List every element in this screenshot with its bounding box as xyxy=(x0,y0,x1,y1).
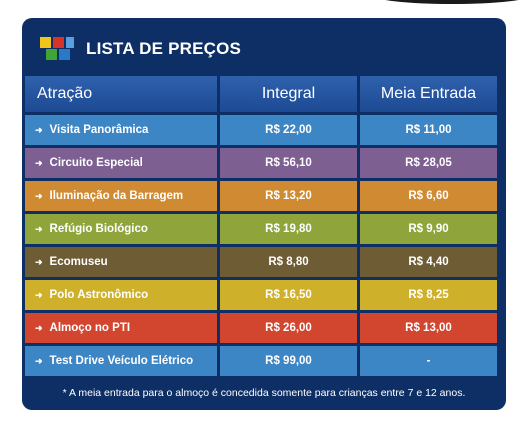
attraction-name: Circuito Especial xyxy=(49,157,143,169)
footnote: * A meia entrada para o almoço é concedi… xyxy=(62,387,466,399)
integral-price-cell: R$ 16,50 xyxy=(220,280,357,310)
attraction-cell: ➜ Test Drive Veículo Elétrico xyxy=(25,346,217,376)
arrow-right-icon: ➜ xyxy=(35,191,43,201)
meia-entrada-price-cell: R$ 11,00 xyxy=(360,115,497,145)
logo-square-red xyxy=(53,37,64,48)
table-row: ➜ Polo Astronômico R$ 16,50 R$ 8,25 xyxy=(25,280,497,310)
table-header-row: Atração Integral Meia Entrada xyxy=(25,76,497,112)
table-row: ➜ Test Drive Veículo Elétrico R$ 99,00- xyxy=(25,346,497,376)
logo-square-yellow xyxy=(40,37,51,48)
table-row: ➜ Refúgio Biológico R$ 19,80 R$ 9,90 xyxy=(25,214,497,244)
logo-square-lightblue xyxy=(66,37,74,48)
table-row: ➜ Iluminação da Barragem R$ 13,20 R$ 6,60 xyxy=(25,181,497,211)
arrow-right-icon: ➜ xyxy=(35,356,43,366)
attraction-name: Polo Astronômico xyxy=(49,289,149,301)
attraction-name: Iluminação da Barragem xyxy=(49,190,184,202)
meia-entrada-price-cell: R$ 4,40 xyxy=(360,247,497,277)
arrow-right-icon: ➜ xyxy=(35,125,43,135)
column-header-meia-entrada: Meia Entrada xyxy=(360,76,497,112)
arrow-right-icon: ➜ xyxy=(35,323,43,333)
table-row: ➜ Visita Panorâmica R$ 22,00 R$ 11,00 xyxy=(25,115,497,145)
attraction-name: Ecomuseu xyxy=(49,256,108,268)
logo-square-blue xyxy=(59,49,70,60)
integral-price-cell: R$ 22,00 xyxy=(220,115,357,145)
attraction-cell: ➜ Polo Astronômico xyxy=(25,280,217,310)
logo-square-green xyxy=(46,49,57,60)
top-decorative-shadow xyxy=(372,0,531,4)
arrow-right-icon: ➜ xyxy=(35,290,43,300)
arrow-right-icon: ➜ xyxy=(35,224,43,234)
colored-squares-logo-icon xyxy=(40,36,76,62)
table-row: ➜ Ecomuseu R$ 8,80 R$ 4,40 xyxy=(25,247,497,277)
table-row: ➜ Circuito Especial R$ 56,10 R$ 28,05 xyxy=(25,148,497,178)
meia-entrada-price-cell: R$ 13,00 xyxy=(360,313,497,343)
meia-entrada-price-cell: R$ 8,25 xyxy=(360,280,497,310)
table-row: ➜ Almoço no PTI R$ 26,00 R$ 13,00 xyxy=(25,313,497,343)
attraction-cell: ➜ Visita Panorâmica xyxy=(25,115,217,145)
integral-price-cell: R$ 99,00 xyxy=(220,346,357,376)
attraction-cell: ➜ Ecomuseu xyxy=(25,247,217,277)
price-list-panel: LISTA DE PREÇOS Atração Integral Meia En… xyxy=(22,18,506,410)
attraction-name: Refúgio Biológico xyxy=(49,223,148,235)
integral-price-cell: R$ 56,10 xyxy=(220,148,357,178)
meia-entrada-price-cell: R$ 9,90 xyxy=(360,214,497,244)
price-table: Atração Integral Meia Entrada ➜ Visita Pa… xyxy=(22,73,500,379)
attraction-name: Test Drive Veículo Elétrico xyxy=(49,355,194,367)
attraction-cell: ➜ Iluminação da Barragem xyxy=(25,181,217,211)
integral-price-cell: R$ 19,80 xyxy=(220,214,357,244)
attraction-cell: ➜ Refúgio Biológico xyxy=(25,214,217,244)
attraction-cell: ➜ Almoço no PTI xyxy=(25,313,217,343)
arrow-right-icon: ➜ xyxy=(35,158,43,168)
attraction-name: Visita Panorâmica xyxy=(49,124,149,136)
attraction-name: Almoço no PTI xyxy=(49,322,131,334)
integral-price-cell: R$ 13,20 xyxy=(220,181,357,211)
column-header-attraction: Atração xyxy=(25,76,217,112)
attraction-cell: ➜ Circuito Especial xyxy=(25,148,217,178)
meia-entrada-price-cell: R$ 28,05 xyxy=(360,148,497,178)
meia-entrada-price-cell: - xyxy=(360,346,497,376)
integral-price-cell: R$ 8,80 xyxy=(220,247,357,277)
integral-price-cell: R$ 26,00 xyxy=(220,313,357,343)
panel-header: LISTA DE PREÇOS xyxy=(40,32,241,66)
arrow-right-icon: ➜ xyxy=(35,257,43,267)
column-header-integral: Integral xyxy=(220,76,357,112)
meia-entrada-price-cell: R$ 6,60 xyxy=(360,181,497,211)
page-title: LISTA DE PREÇOS xyxy=(86,39,242,58)
